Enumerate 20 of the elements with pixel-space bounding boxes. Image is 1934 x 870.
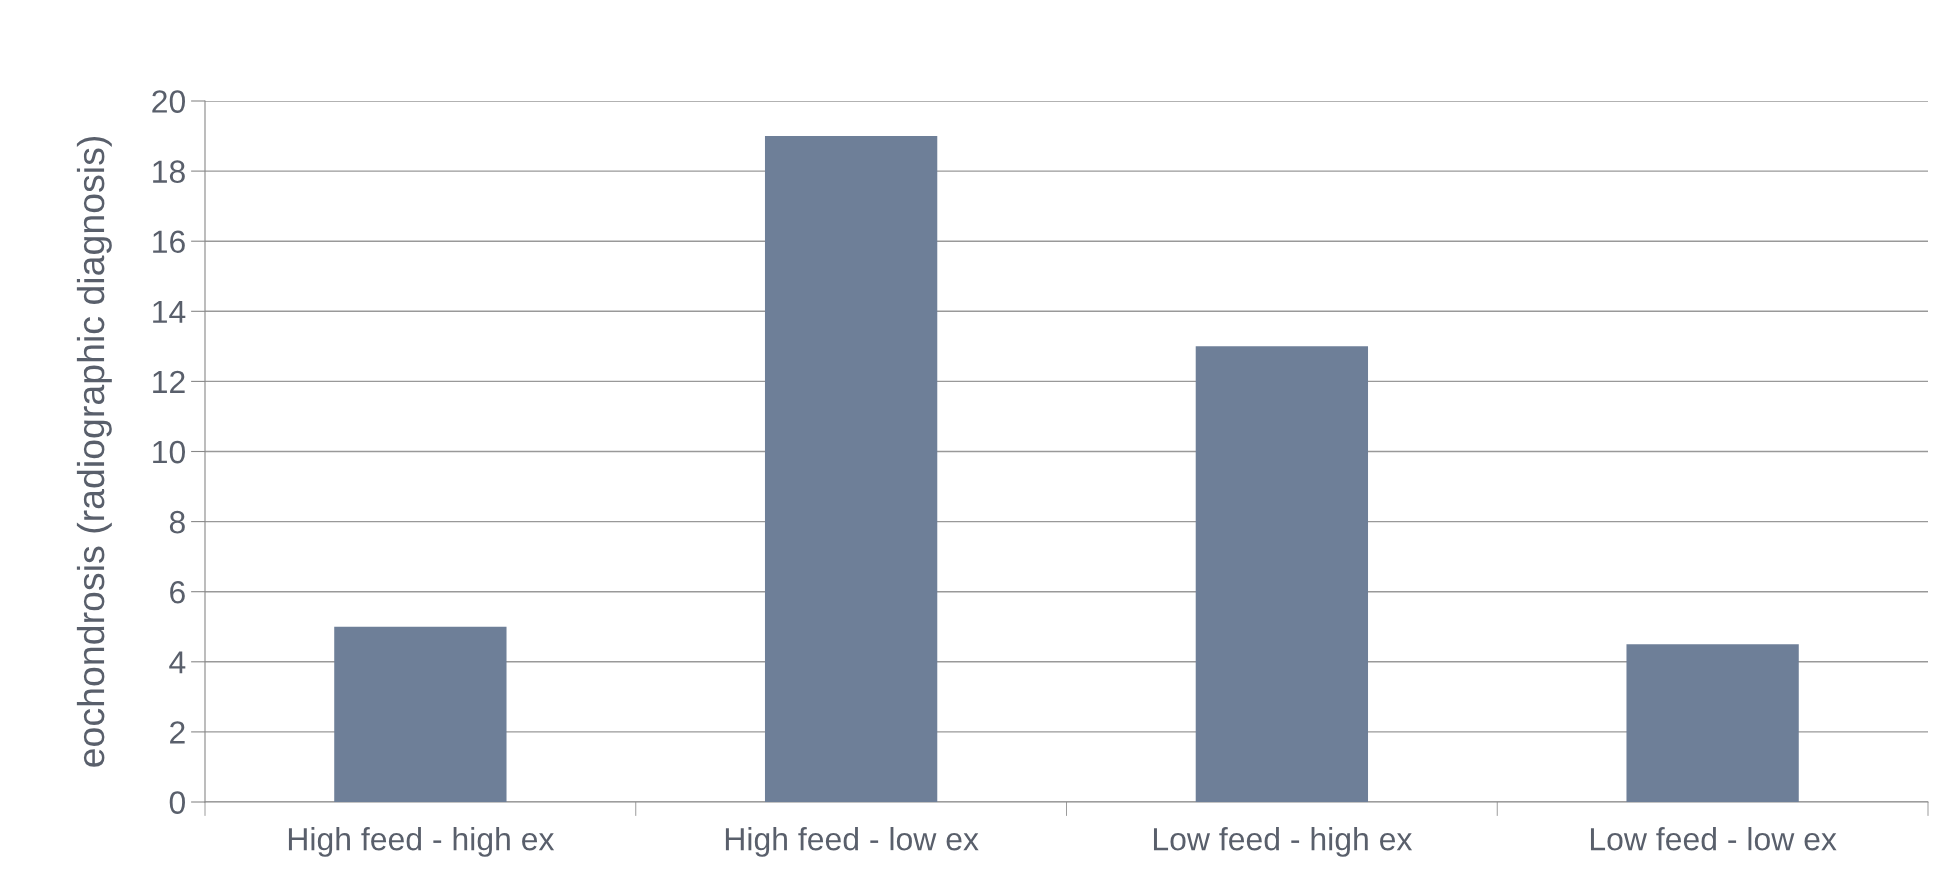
y-tick-label: 18 bbox=[153, 160, 185, 183]
x-tick-label: High feed - high ex bbox=[288, 827, 555, 857]
bar bbox=[764, 136, 938, 802]
y-tick-label: 8 bbox=[169, 510, 185, 534]
y-tick-label: 14 bbox=[153, 300, 186, 323]
y-tick-label: 12 bbox=[153, 370, 185, 393]
y-tick-label: 10 bbox=[153, 440, 185, 464]
x-tick-label: High feed - low ex bbox=[725, 827, 979, 857]
bar bbox=[334, 626, 507, 802]
y-tick-label: 4 bbox=[169, 651, 186, 674]
bar bbox=[1195, 346, 1369, 802]
y-tick-label: 20 bbox=[152, 90, 185, 113]
bar bbox=[1626, 644, 1799, 802]
x-tick-label: Low feed - high ex bbox=[1153, 827, 1413, 857]
y-tick-label: 0 bbox=[169, 791, 185, 814]
y-tick-label: 16 bbox=[153, 230, 185, 254]
y-tick-label: 2 bbox=[170, 721, 185, 744]
y-axis-title: eochondrosis (radiographic diagnosis) bbox=[76, 136, 112, 767]
x-tick-label: Low feed - low ex bbox=[1590, 827, 1837, 851]
y-tick-label: 6 bbox=[170, 580, 185, 604]
